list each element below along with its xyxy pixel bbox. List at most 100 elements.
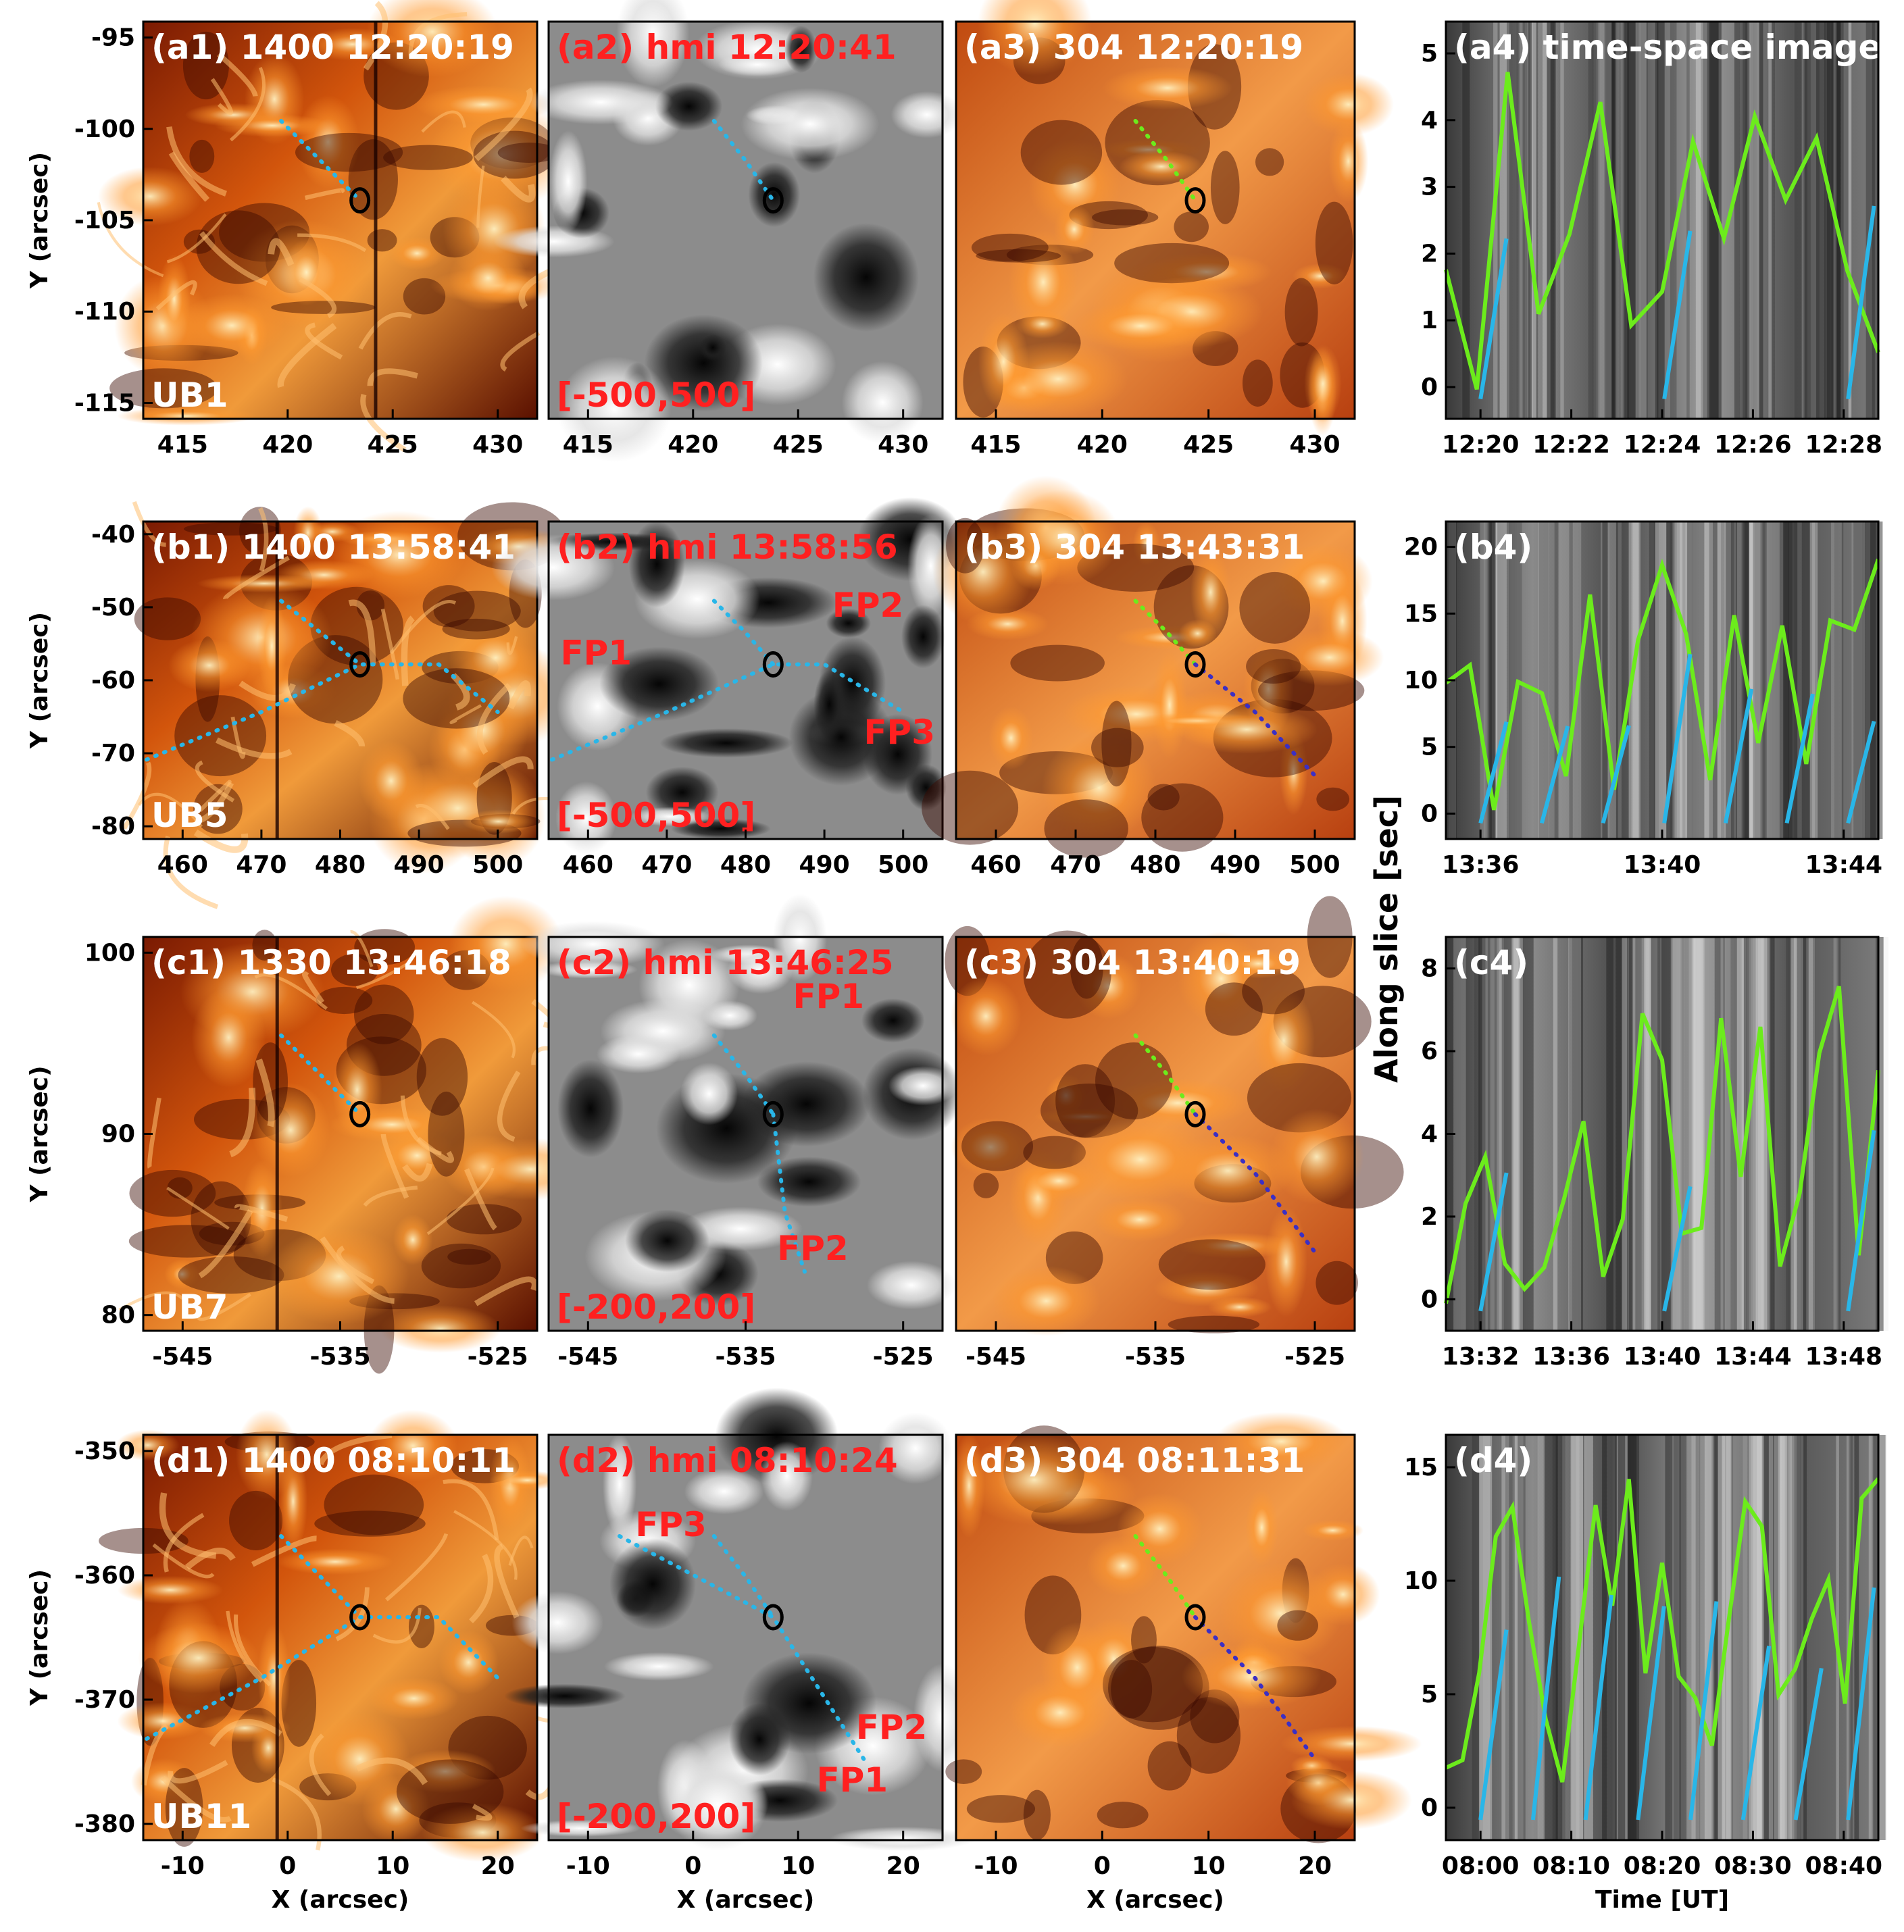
time-space-stripe bbox=[1876, 937, 1884, 1331]
propagation-slope bbox=[1636, 1606, 1666, 1821]
time-space-stripe bbox=[1673, 1435, 1681, 1840]
time-space-stripe bbox=[1834, 522, 1844, 839]
dark-region bbox=[1205, 982, 1263, 1036]
time-space-stripe bbox=[1790, 1435, 1804, 1840]
negative-polarity-patch bbox=[699, 334, 727, 361]
positive-polarity-patch bbox=[528, 79, 674, 125]
time-space-stripe bbox=[1493, 22, 1498, 419]
x-tick-label: 08:10 bbox=[1532, 1852, 1610, 1880]
dark-region bbox=[1316, 787, 1350, 811]
time-space-stripe bbox=[1724, 522, 1731, 839]
dark-region bbox=[971, 233, 1049, 262]
loop-strand bbox=[474, 87, 533, 161]
y-tick-label: 0 bbox=[1421, 1286, 1438, 1313]
loop-strand bbox=[239, 680, 296, 701]
dark-region bbox=[229, 1490, 283, 1551]
bright-emission bbox=[1303, 72, 1394, 136]
time-space-stripe bbox=[1547, 22, 1555, 419]
time-space-stripe bbox=[1691, 522, 1705, 839]
time-space-stripe bbox=[1514, 1435, 1518, 1840]
loop-trace-green bbox=[1133, 1033, 1197, 1117]
time-space-stripe bbox=[1618, 22, 1629, 419]
panel-a3: (a3) 304 12:20:19 415 420 425 430 bbox=[955, 0, 1394, 459]
time-space-stripe bbox=[1628, 1435, 1640, 1840]
x-tick-label: 420 bbox=[668, 431, 718, 459]
loop-strand bbox=[168, 151, 210, 202]
dark-region bbox=[1255, 148, 1284, 176]
time-space-stripe bbox=[1635, 22, 1647, 419]
x-tick-label: 13:32 bbox=[1442, 1343, 1520, 1371]
time-space-stripe bbox=[1784, 1435, 1789, 1840]
time-space-stripe bbox=[1626, 937, 1630, 1331]
brightening-contour bbox=[349, 1100, 371, 1127]
positive-polarity-patch bbox=[549, 130, 588, 233]
negative-polarity-patch bbox=[655, 82, 723, 131]
loop-strand bbox=[229, 67, 266, 142]
bright-emission bbox=[1304, 344, 1342, 423]
panel-d4: (d4) 0 5 10 15 08:00 08:10 08:20 08:30 08:40 Time … bbox=[1404, 1433, 1887, 1914]
bright-emission bbox=[332, 1042, 382, 1138]
x-tick-label: -525 bbox=[1284, 1343, 1345, 1371]
x-tick-label: 0 bbox=[684, 1852, 701, 1880]
dark-region bbox=[1242, 969, 1305, 1015]
time-space-stripe bbox=[1695, 22, 1701, 419]
time-space-stripe bbox=[1872, 1435, 1878, 1840]
positive-polarity-patch bbox=[603, 1652, 714, 1681]
dark-region bbox=[428, 1091, 465, 1177]
panel-title: (d3) 304 08:11:31 bbox=[964, 1441, 1305, 1480]
x-tick-label: 13:40 bbox=[1624, 851, 1701, 879]
time-space-stripe bbox=[1835, 22, 1840, 419]
x-tick-label: -535 bbox=[1125, 1343, 1186, 1371]
bright-emission bbox=[1075, 952, 1142, 1019]
bright-emission bbox=[1293, 263, 1348, 289]
negative-polarity-patch bbox=[748, 162, 801, 228]
time-space-stripe bbox=[1809, 937, 1813, 1331]
time-space-stripe bbox=[1794, 22, 1808, 419]
bright-emission bbox=[1178, 619, 1217, 648]
time-space-stripe bbox=[1726, 1435, 1731, 1840]
dark-region bbox=[1055, 1064, 1116, 1138]
time-space-stripe bbox=[1489, 522, 1496, 839]
event-id-label: UB5 bbox=[151, 796, 228, 835]
negative-polarity-patch bbox=[557, 1059, 624, 1158]
loop-trace-secondary bbox=[617, 1534, 866, 1761]
loop-strand bbox=[355, 1757, 428, 1785]
negative-polarity-patch bbox=[757, 1156, 861, 1207]
y-tick-label: -105 bbox=[74, 207, 135, 234]
loop-strand bbox=[254, 973, 328, 1010]
dark-region bbox=[310, 586, 403, 665]
dark-region bbox=[1107, 1646, 1209, 1730]
time-space-stripe bbox=[1553, 937, 1558, 1331]
panel-title: (d2) hmi 08:10:24 bbox=[557, 1441, 898, 1480]
bright-emission bbox=[168, 638, 251, 692]
time-space-stripe bbox=[1552, 1435, 1565, 1840]
time-space-stripe bbox=[1482, 937, 1495, 1331]
time-space-stripe bbox=[1864, 522, 1876, 839]
dark-region bbox=[1020, 120, 1103, 185]
panel-a4: (a4) time-space image 0 1 2 3 4 5 12:20 12:22 12:… bbox=[1421, 20, 1882, 459]
loop-strand bbox=[299, 277, 337, 318]
time-space-stripe bbox=[1640, 22, 1648, 419]
time-space-stripe bbox=[1520, 937, 1534, 1331]
bright-emission bbox=[214, 113, 330, 137]
time-space-stripe bbox=[1746, 937, 1753, 1331]
time-space-stripe bbox=[1797, 1435, 1801, 1840]
x-tick-label: 20 bbox=[886, 1852, 920, 1880]
negative-polarity-patch bbox=[599, 646, 720, 721]
dark-region bbox=[421, 1243, 501, 1289]
dark-region bbox=[1316, 1261, 1358, 1305]
bright-emission bbox=[953, 1432, 985, 1539]
panel-c1: (c1) 1330 13:46:18 UB7 100 90 80 -545 -535 -525… bbox=[26, 896, 602, 1374]
bright-emission bbox=[978, 313, 1029, 411]
time-space-stripe bbox=[1734, 522, 1742, 839]
bright-emission bbox=[1191, 547, 1231, 637]
axis-frame bbox=[547, 1433, 944, 1841]
x-tick-label: -545 bbox=[557, 1343, 618, 1371]
dark-region bbox=[945, 1759, 982, 1784]
bright-emission bbox=[1104, 1078, 1252, 1127]
negative-polarity-patch bbox=[504, 1683, 626, 1708]
dark-region bbox=[408, 1604, 434, 1648]
negative-polarity-patch bbox=[861, 998, 925, 1043]
time-space-stripe bbox=[1720, 937, 1724, 1331]
y-tick-label: -50 bbox=[91, 594, 135, 621]
